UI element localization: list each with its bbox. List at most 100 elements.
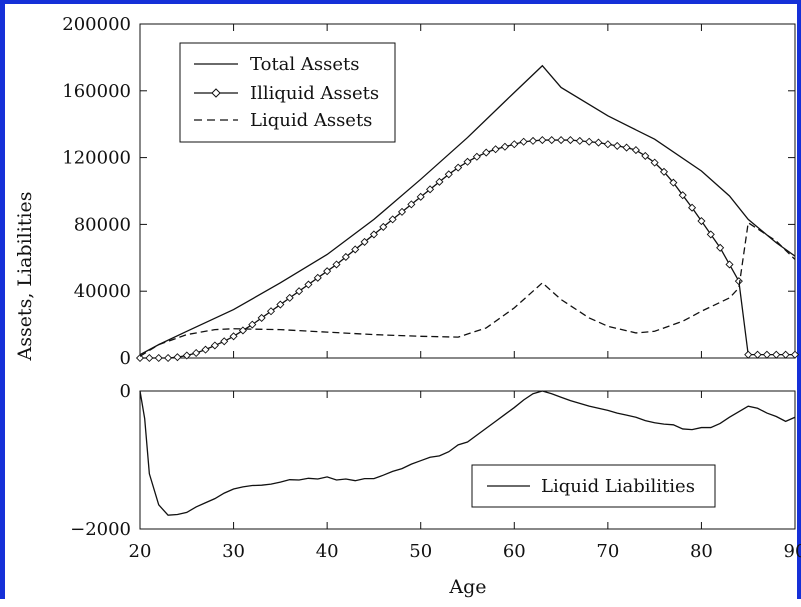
data-point-illiquid-assets — [295, 287, 304, 296]
series-line-liquid-liabilities — [139, 390, 796, 516]
y-axis-label: Assets, Liabilities — [14, 191, 36, 361]
data-point-illiquid-assets — [510, 140, 519, 149]
data-point-illiquid-assets — [744, 350, 753, 359]
data-point-illiquid-assets — [678, 191, 687, 200]
data-point-illiquid-assets — [341, 252, 350, 262]
data-point-illiquid-assets — [557, 136, 566, 145]
data-point-illiquid-assets — [575, 136, 584, 145]
data-point-illiquid-assets — [659, 167, 669, 176]
data-point-illiquid-assets — [631, 146, 640, 155]
y-tick-label: 0 — [120, 348, 131, 369]
legend-label-illiquid-assets: Illiquid Assets — [250, 83, 379, 104]
y-tick-label: 200000 — [62, 14, 131, 35]
data-point-illiquid-assets — [585, 137, 594, 146]
data-point-illiquid-assets — [164, 353, 173, 363]
y-tick-label: 120000 — [62, 148, 131, 169]
legend-label-liquid-liabilities: Liquid Liabilities — [541, 476, 695, 497]
top-panel-frame — [139, 23, 796, 359]
data-point-illiquid-assets — [238, 326, 247, 335]
legend-label-total-assets: Total Assets — [250, 54, 360, 75]
data-point-illiquid-assets — [594, 138, 603, 147]
y-tick-label: 80000 — [74, 214, 131, 235]
data-point-illiquid-assets — [276, 300, 285, 309]
data-point-illiquid-assets — [397, 207, 407, 216]
data-point-illiquid-assets — [790, 350, 800, 359]
data-point-illiquid-assets — [407, 200, 416, 209]
data-point-illiquid-assets — [706, 230, 715, 239]
data-point-illiquid-assets — [566, 136, 575, 145]
legend-marker-illiquid-assets — [211, 88, 221, 98]
data-point-illiquid-assets — [519, 137, 528, 146]
series-line-illiquid-assets — [140, 139, 795, 359]
data-point-illiquid-assets — [669, 178, 678, 187]
x-axis-label: Age — [448, 576, 486, 598]
data-point-illiquid-assets — [145, 353, 154, 363]
x-tick-label: 80 — [690, 541, 713, 562]
data-point-illiquid-assets — [426, 185, 435, 194]
series-line-total-assets — [139, 64, 796, 356]
data-point-illiquid-assets — [781, 350, 790, 359]
data-point-illiquid-assets — [538, 136, 547, 145]
data-point-illiquid-assets — [444, 170, 453, 179]
x-tick-label: 20 — [129, 541, 152, 562]
data-point-illiquid-assets — [210, 341, 219, 350]
data-point-illiquid-assets — [500, 142, 509, 151]
data-point-illiquid-assets — [762, 350, 771, 359]
data-point-illiquid-assets — [528, 136, 538, 145]
data-point-illiquid-assets — [266, 307, 276, 316]
data-point-illiquid-assets — [454, 163, 463, 172]
data-point-illiquid-assets — [304, 280, 313, 289]
x-tick-label: 70 — [596, 541, 619, 562]
data-point-illiquid-assets — [463, 157, 472, 166]
series-line-liquid-assets — [139, 221, 796, 357]
chart-figure: Assets, Liabilities Age Total Assets Ill… — [14, 14, 801, 598]
bottom-panel-frame — [139, 390, 796, 530]
y-tick-label: 40000 — [74, 281, 131, 302]
data-point-illiquid-assets — [360, 237, 369, 246]
data-point-illiquid-assets — [201, 345, 210, 354]
x-tick-label: 40 — [316, 541, 339, 562]
y-tick-label: 0 — [120, 381, 131, 402]
data-point-illiquid-assets — [285, 293, 294, 302]
x-tick-label: 50 — [409, 541, 432, 562]
data-point-illiquid-assets — [135, 353, 145, 363]
y-tick-label: 160000 — [62, 81, 131, 102]
y-tick-label: −2000 — [70, 519, 131, 540]
data-point-illiquid-assets — [650, 158, 659, 167]
data-point-illiquid-assets — [182, 351, 191, 360]
top-legend: Total Assets Illiquid Assets Liquid Asse… — [179, 42, 396, 143]
bottom-legend: Liquid Liabilities — [471, 464, 716, 508]
data-point-illiquid-assets — [603, 140, 612, 149]
data-point-illiquid-assets — [154, 353, 163, 363]
x-tick-label: 90 — [784, 541, 801, 562]
data-point-illiquid-assets — [725, 260, 734, 269]
data-point-illiquid-assets — [257, 313, 266, 322]
data-point-illiquid-assets — [388, 215, 397, 224]
data-point-illiquid-assets — [641, 151, 650, 160]
data-point-illiquid-assets — [192, 348, 201, 358]
data-point-illiquid-assets — [716, 243, 725, 252]
data-point-illiquid-assets — [435, 177, 444, 186]
data-point-illiquid-assets — [379, 222, 388, 231]
data-point-illiquid-assets — [491, 145, 500, 154]
data-point-illiquid-assets — [248, 320, 257, 329]
data-point-illiquid-assets — [323, 267, 332, 276]
data-point-illiquid-assets — [697, 217, 706, 226]
data-point-illiquid-assets — [220, 337, 229, 346]
data-point-illiquid-assets — [772, 350, 781, 359]
data-point-illiquid-assets — [472, 152, 481, 161]
data-point-illiquid-assets — [332, 260, 341, 269]
data-point-illiquid-assets — [351, 245, 360, 254]
data-point-illiquid-assets — [688, 203, 697, 212]
data-point-illiquid-assets — [229, 332, 238, 341]
x-tick-label: 60 — [503, 541, 526, 562]
data-point-illiquid-assets — [547, 136, 556, 145]
x-tick-label: 30 — [222, 541, 245, 562]
data-point-illiquid-assets — [369, 230, 378, 239]
data-point-illiquid-assets — [173, 353, 182, 362]
data-point-illiquid-assets — [482, 148, 491, 157]
legend-label-liquid-assets: Liquid Assets — [250, 110, 372, 131]
data-point-illiquid-assets — [613, 141, 622, 150]
data-point-illiquid-assets — [622, 143, 631, 152]
